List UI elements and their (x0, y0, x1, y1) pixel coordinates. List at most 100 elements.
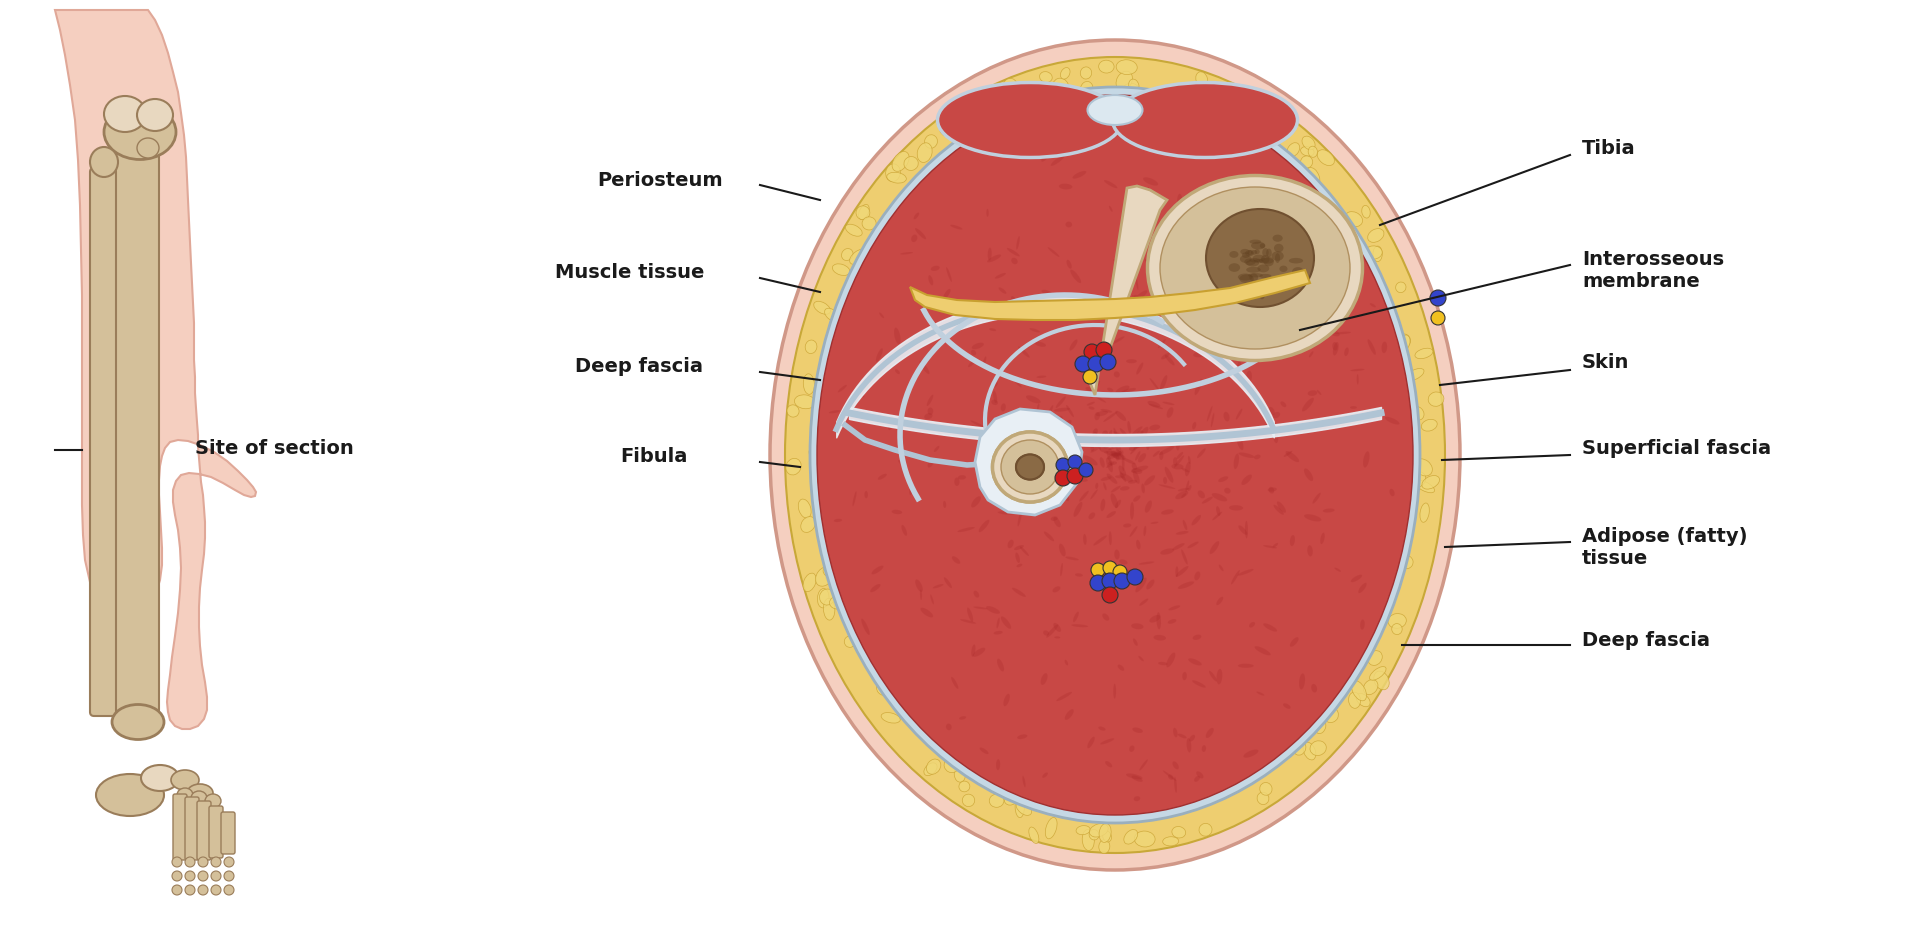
Ellipse shape (1420, 503, 1430, 522)
Ellipse shape (1009, 375, 1021, 388)
Ellipse shape (1019, 546, 1029, 556)
Ellipse shape (986, 254, 1002, 262)
Ellipse shape (1188, 485, 1192, 491)
Ellipse shape (871, 283, 887, 296)
Ellipse shape (910, 484, 913, 495)
Ellipse shape (1113, 372, 1121, 377)
Ellipse shape (1307, 390, 1316, 396)
Ellipse shape (960, 724, 967, 733)
Ellipse shape (1174, 566, 1178, 577)
Ellipse shape (1002, 440, 1059, 494)
Ellipse shape (1017, 564, 1023, 567)
Ellipse shape (1351, 406, 1357, 409)
Ellipse shape (1290, 335, 1293, 342)
Ellipse shape (835, 383, 846, 398)
Ellipse shape (1368, 339, 1376, 355)
Ellipse shape (1222, 282, 1228, 290)
Ellipse shape (1088, 513, 1096, 519)
Ellipse shape (1409, 449, 1420, 463)
Circle shape (1102, 587, 1119, 603)
Ellipse shape (835, 518, 842, 522)
Ellipse shape (998, 288, 1006, 294)
Ellipse shape (1186, 738, 1192, 753)
Ellipse shape (860, 592, 871, 613)
Ellipse shape (1140, 103, 1151, 119)
Ellipse shape (1209, 128, 1222, 143)
Ellipse shape (1123, 83, 1140, 98)
Ellipse shape (1015, 455, 1044, 479)
Ellipse shape (1382, 342, 1387, 353)
Ellipse shape (1102, 109, 1117, 126)
Ellipse shape (1078, 490, 1088, 502)
Ellipse shape (1094, 535, 1107, 545)
Ellipse shape (1245, 371, 1251, 382)
Ellipse shape (1257, 691, 1265, 696)
Ellipse shape (1391, 624, 1403, 634)
Ellipse shape (1370, 581, 1384, 595)
Ellipse shape (1084, 435, 1090, 444)
Ellipse shape (1167, 653, 1174, 667)
Ellipse shape (1130, 793, 1144, 804)
Ellipse shape (1025, 494, 1029, 503)
Ellipse shape (1153, 450, 1159, 457)
Ellipse shape (104, 96, 146, 132)
Ellipse shape (1176, 193, 1182, 212)
Ellipse shape (1276, 336, 1282, 352)
Ellipse shape (888, 416, 894, 430)
Ellipse shape (1161, 509, 1174, 515)
Ellipse shape (1004, 694, 1009, 706)
Ellipse shape (1171, 105, 1190, 115)
Ellipse shape (1190, 735, 1196, 742)
Ellipse shape (1015, 801, 1032, 815)
Ellipse shape (933, 728, 948, 740)
Ellipse shape (925, 413, 933, 419)
Ellipse shape (1194, 776, 1199, 782)
Ellipse shape (1052, 462, 1055, 469)
Ellipse shape (1004, 145, 1015, 156)
Ellipse shape (1288, 143, 1299, 157)
Ellipse shape (1186, 100, 1197, 110)
Ellipse shape (1240, 284, 1253, 291)
Ellipse shape (1255, 249, 1259, 254)
Ellipse shape (819, 425, 835, 439)
Ellipse shape (1092, 429, 1098, 436)
Ellipse shape (1240, 115, 1253, 133)
Ellipse shape (919, 361, 929, 374)
Ellipse shape (1111, 453, 1117, 456)
Ellipse shape (1176, 436, 1180, 450)
Ellipse shape (1414, 459, 1432, 476)
Ellipse shape (1002, 440, 1059, 494)
Ellipse shape (1115, 475, 1125, 478)
Ellipse shape (1132, 471, 1140, 484)
Ellipse shape (1199, 824, 1213, 836)
Ellipse shape (983, 356, 986, 366)
Ellipse shape (1163, 800, 1180, 811)
Ellipse shape (837, 355, 850, 368)
Ellipse shape (1027, 427, 1040, 437)
Circle shape (1082, 370, 1098, 384)
Ellipse shape (1088, 95, 1142, 125)
Circle shape (1103, 561, 1117, 575)
Ellipse shape (1249, 258, 1261, 262)
Ellipse shape (960, 716, 965, 720)
Ellipse shape (1263, 545, 1276, 548)
Ellipse shape (1228, 114, 1240, 127)
Ellipse shape (1297, 285, 1309, 290)
Ellipse shape (1238, 274, 1253, 280)
Ellipse shape (1019, 489, 1025, 504)
Ellipse shape (1103, 359, 1111, 361)
Ellipse shape (823, 599, 835, 620)
Ellipse shape (967, 360, 975, 367)
Ellipse shape (1004, 792, 1017, 805)
Ellipse shape (1109, 450, 1123, 457)
Ellipse shape (1130, 526, 1138, 537)
Ellipse shape (1138, 656, 1144, 661)
Ellipse shape (1059, 544, 1065, 557)
Ellipse shape (1207, 780, 1220, 794)
Ellipse shape (177, 788, 194, 802)
Ellipse shape (1017, 734, 1027, 739)
Ellipse shape (1113, 428, 1119, 440)
FancyBboxPatch shape (111, 134, 159, 716)
Ellipse shape (1242, 474, 1251, 485)
Ellipse shape (1102, 431, 1107, 437)
